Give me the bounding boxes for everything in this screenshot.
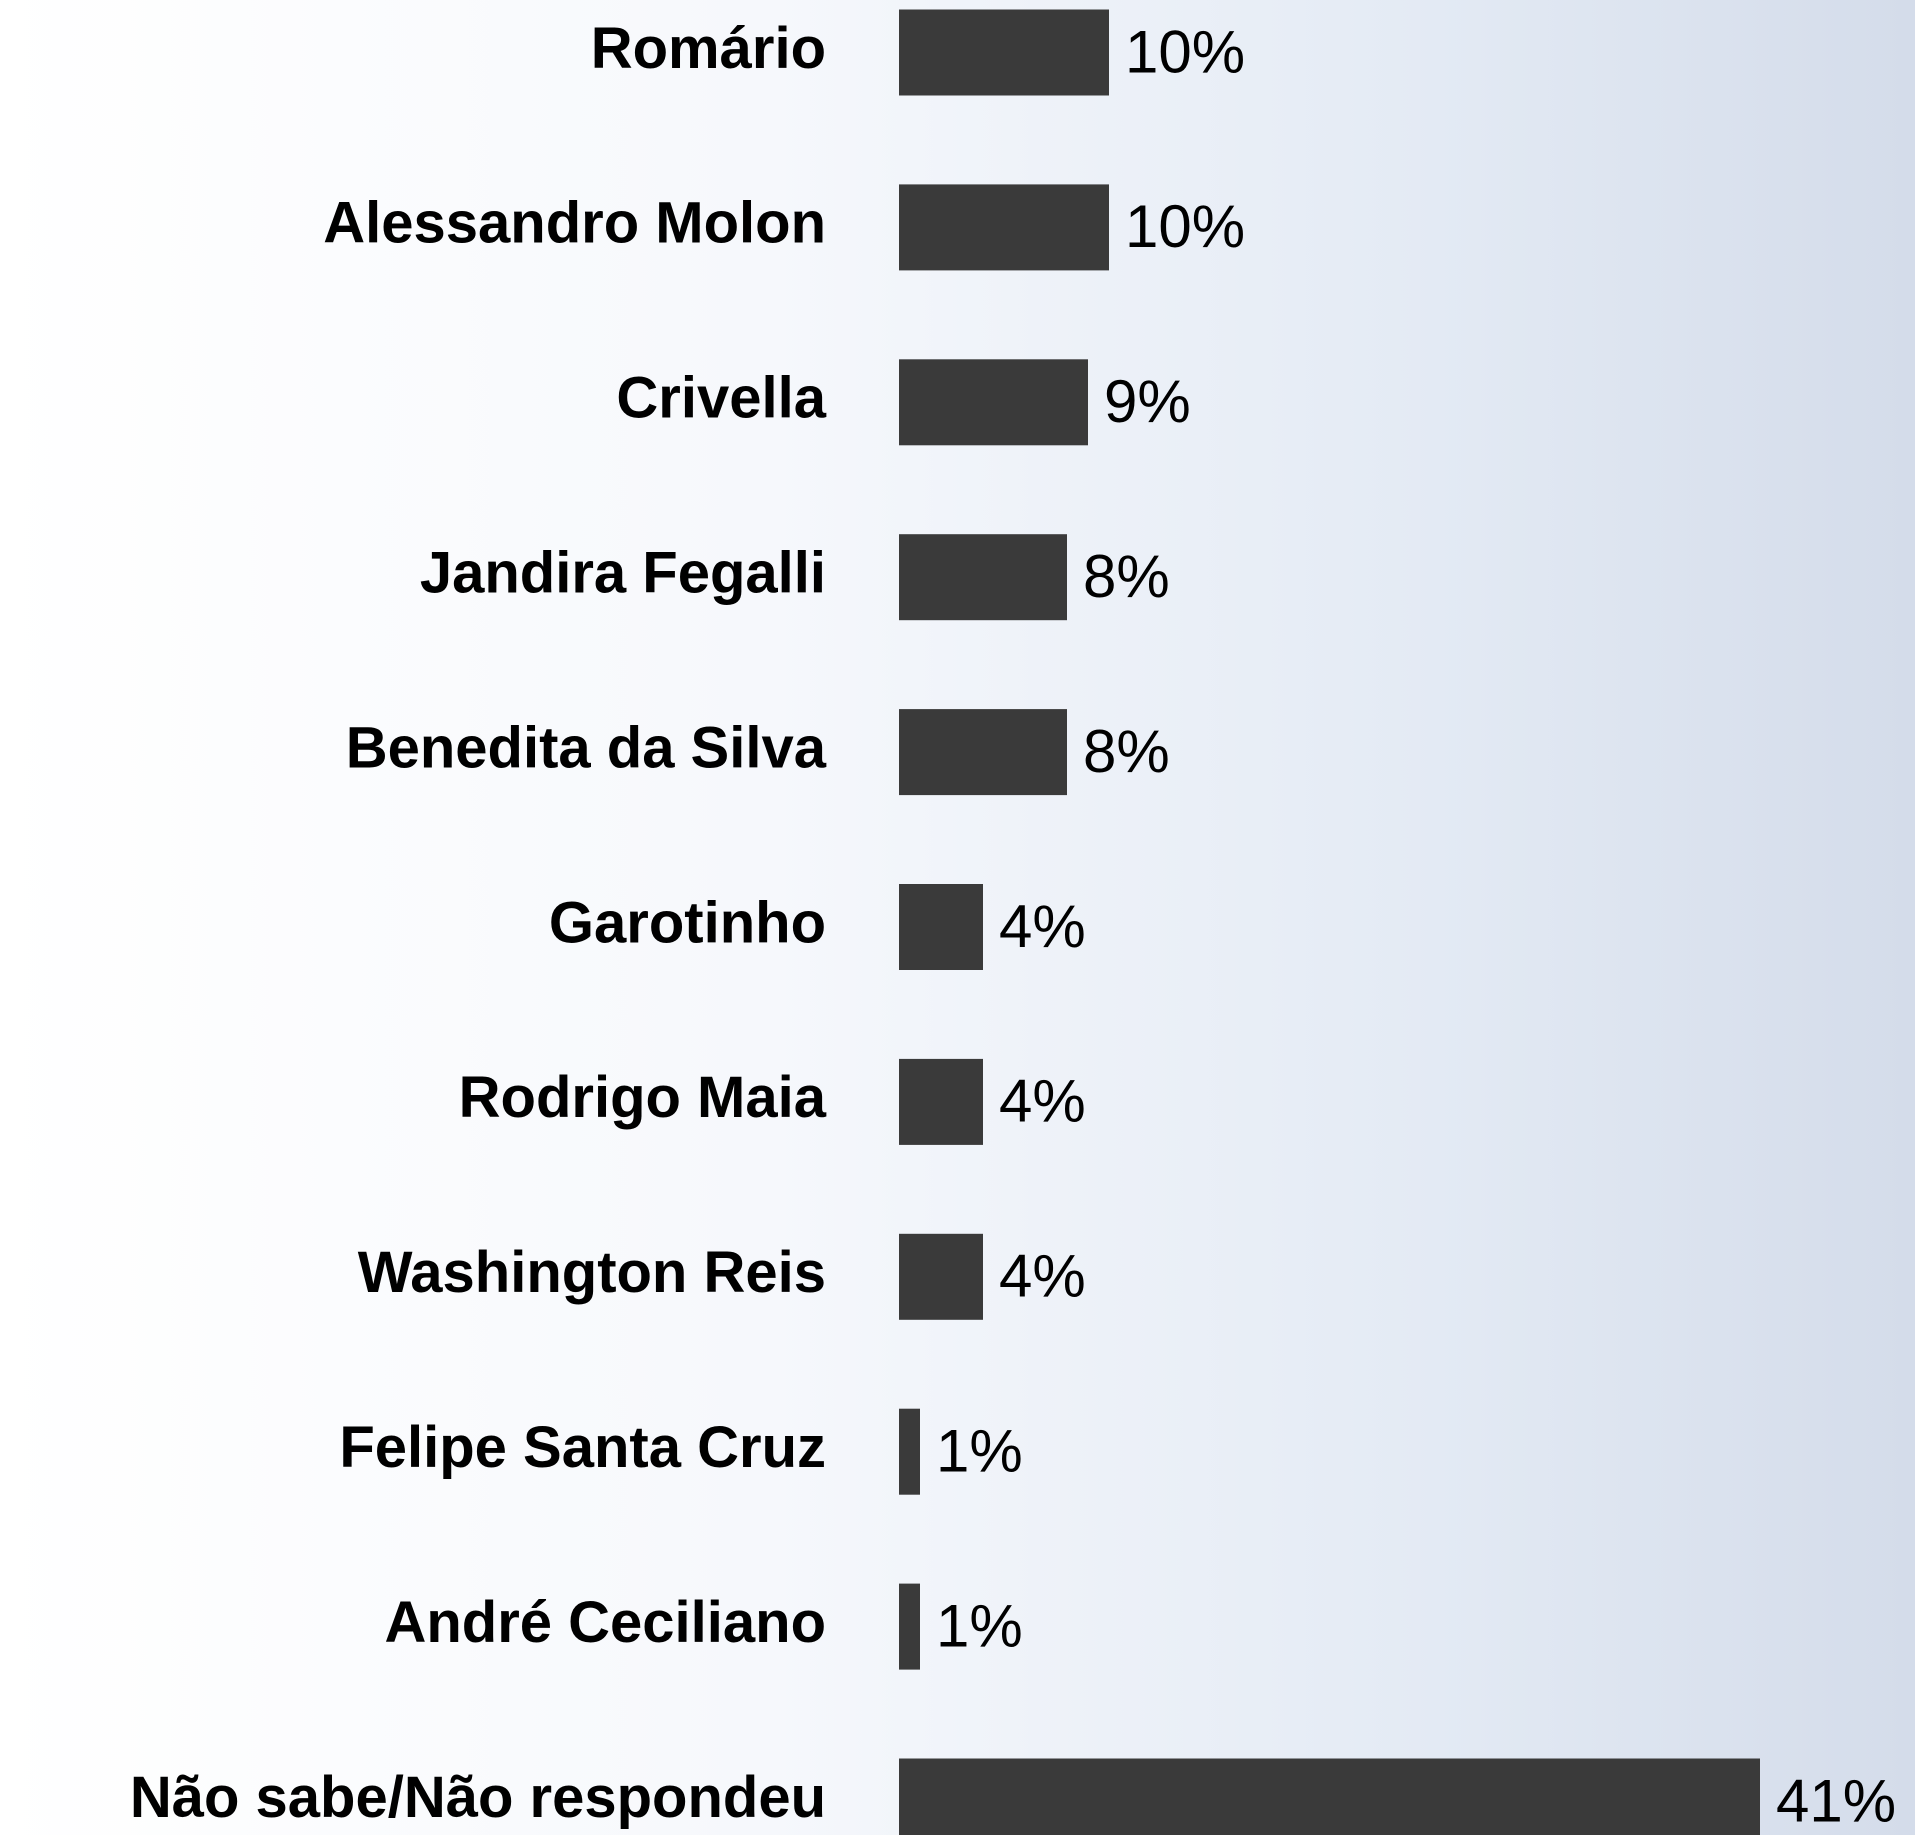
category-label: Jandira Fegalli	[420, 541, 826, 606]
category-label: Romário	[591, 16, 826, 81]
category-label: Rodrigo Maia	[459, 1065, 827, 1130]
value-label: 41%	[1776, 1767, 1896, 1834]
category-label: Benedita da Silva	[346, 715, 827, 780]
value-label: 10%	[1125, 18, 1245, 85]
value-label: 9%	[1104, 368, 1191, 435]
value-label: 10%	[1125, 193, 1245, 260]
value-label: 8%	[1083, 543, 1170, 610]
category-label: Não sabe/Não respondeu	[130, 1765, 826, 1830]
bar	[899, 9, 1109, 96]
bar	[899, 534, 1067, 621]
bar	[899, 1758, 1760, 1835]
category-label: Crivella	[616, 366, 826, 431]
bar	[899, 1058, 983, 1145]
value-label: 8%	[1083, 718, 1170, 785]
category-label: Washington Reis	[358, 1240, 826, 1305]
category-label: Garotinho	[549, 890, 826, 955]
bar	[899, 1408, 920, 1495]
bar	[899, 184, 1109, 271]
value-label: 4%	[999, 1243, 1086, 1310]
value-label: 1%	[936, 1418, 1023, 1485]
value-label: 4%	[999, 1068, 1086, 1135]
value-label: 4%	[999, 893, 1086, 960]
category-label: Alessandro Molon	[323, 191, 826, 256]
bar	[899, 359, 1088, 446]
bar	[899, 709, 1067, 796]
bar	[899, 1233, 983, 1320]
bar	[899, 1583, 920, 1670]
category-label: André Ceciliano	[384, 1590, 826, 1655]
bar	[899, 884, 983, 970]
value-label: 1%	[936, 1592, 1023, 1659]
category-label: Felipe Santa Cruz	[339, 1415, 826, 1480]
